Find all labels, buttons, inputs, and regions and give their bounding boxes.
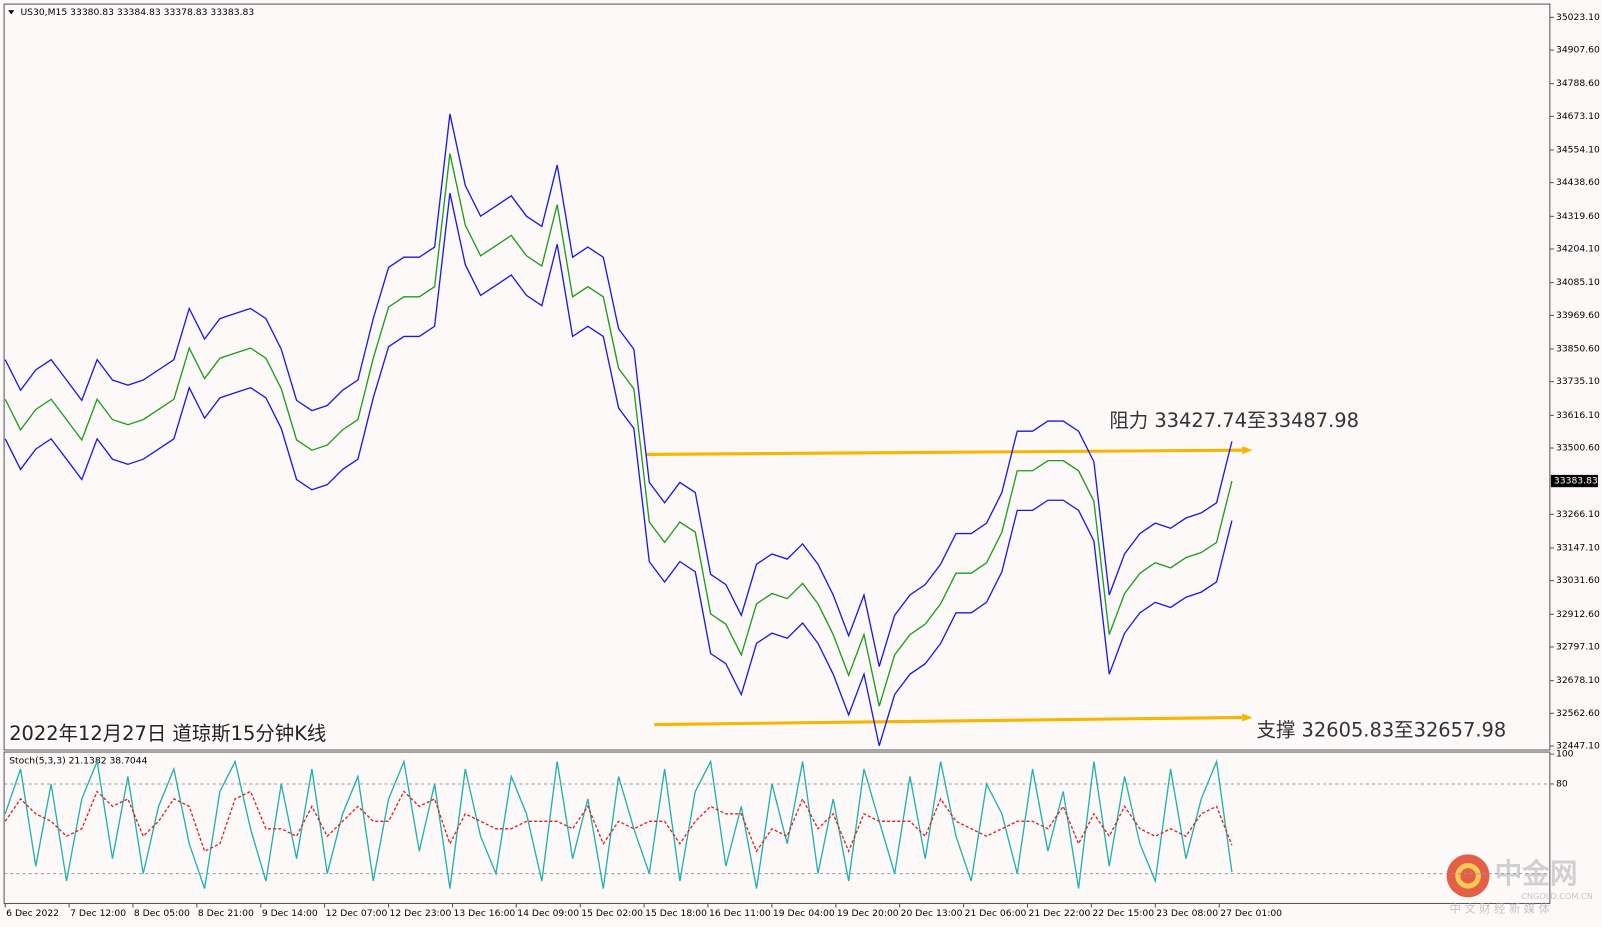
y-tick-label: 32562.60 [1556,708,1600,719]
y-tick-label: 33969.60 [1556,310,1600,321]
x-tick-label: 21 Dec 06:00 [965,908,1027,919]
y-tick-label: 35023.10 [1556,12,1600,23]
x-tick-label: 15 Dec 02:00 [581,908,643,919]
menu-arrow [8,10,15,15]
y-tick-label: 32797.10 [1556,641,1600,652]
x-tick-label: 22 Dec 15:00 [1092,908,1154,919]
y-tick-label: 34319.60 [1556,211,1600,222]
watermark: 中金网 CNGOLD.COM.CN 中 文 财 经 新 媒 体 [1446,854,1593,916]
x-tick-label: 8 Dec 05:00 [134,908,190,919]
y-tick-label: 32912.60 [1556,609,1600,620]
stoch-header: Stoch(5,3,3) 21.1382 38.7044 [9,756,147,767]
level-arrow [1242,446,1253,455]
x-tick-label: 23 Dec 08:00 [1156,908,1218,919]
y-tick-label: 32447.10 [1556,740,1600,751]
watermark-site: CNGOLD.COM.CN [1521,891,1593,901]
x-tick-label: 15 Dec 18:00 [645,908,707,919]
level-arrow [1242,713,1253,722]
y-tick-label: 34673.10 [1556,111,1600,122]
series-line [4,759,1233,889]
x-tick-label: 13 Dec 16:00 [454,908,516,919]
symbol-header: US30,M15 33380.83 33384.83 33378.83 3338… [20,7,254,18]
x-tick-label: 16 Dec 11:00 [709,908,771,919]
x-tick-label: 12 Dec 23:00 [390,908,452,919]
series-line [4,790,1233,853]
level-label: 阻力 33427.74至33487.98 [1109,409,1359,432]
y-tick-label: 34085.10 [1556,277,1600,288]
x-tick-label: 19 Dec 20:00 [837,908,899,919]
y-tick-label: 34554.10 [1556,145,1600,156]
logo-ring [1455,863,1481,889]
y-tick-label: 33031.60 [1556,575,1600,586]
x-tick-label: 14 Dec 09:00 [517,908,579,919]
series-line [4,153,1233,707]
price-pane [3,3,1551,751]
x-tick-label: 20 Dec 13:00 [901,908,963,919]
y-tick-label: 33735.10 [1556,376,1600,387]
x-tick-label: 6 Dec 2022 [6,908,59,919]
y-tick-label: 34438.60 [1556,177,1600,188]
y-tick-label: 33147.10 [1556,542,1600,553]
watermark-slogan: 中 文 财 经 新 媒 体 [1450,902,1550,916]
last-price-label: 33383.83 [1554,476,1598,487]
y-tick-label: 32678.10 [1556,675,1600,686]
y-tick-label: 34788.60 [1556,78,1600,89]
y-tick-label: 34907.60 [1556,45,1600,56]
y-tick-label: 33266.10 [1556,509,1600,520]
chart-caption: 2022年12月27日 道琼斯15分钟K线 [9,722,326,745]
x-tick-label: 9 Dec 14:00 [262,908,318,919]
x-tick-label: 19 Dec 04:00 [773,908,835,919]
last-price-box [1550,474,1598,488]
level-label: 支撑 32605.83至32657.98 [1257,718,1507,741]
logo [1446,854,1490,898]
y-tick-label: 33850.60 [1556,344,1600,355]
x-tick-label: 12 Dec 07:00 [326,908,388,919]
x-tick-label: 27 Dec 01:00 [1220,908,1282,919]
y-tick-label: 100 [1556,749,1574,760]
level-line [654,715,1243,727]
x-tick-label: 8 Dec 21:00 [198,908,254,919]
x-tick-label: 21 Dec 22:00 [1029,908,1091,919]
y-tick-label: 34204.10 [1556,244,1600,255]
y-tick-label: 80 [1556,778,1568,789]
series-line [4,192,1233,746]
y-tick-label: 33500.60 [1556,443,1600,454]
level-line [646,448,1243,456]
x-tick-label: 7 Dec 12:00 [70,908,126,919]
series-line [4,113,1233,667]
y-tick-label: 33616.10 [1556,410,1600,421]
stoch-pane [3,751,1551,904]
